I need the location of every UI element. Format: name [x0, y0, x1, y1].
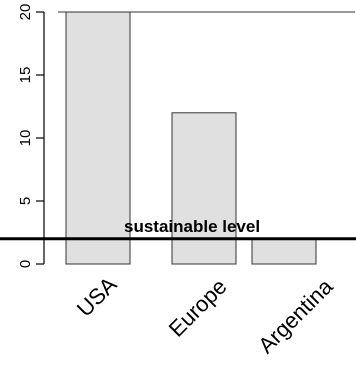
sustainable-level-label: sustainable level	[124, 217, 260, 236]
bar-argentina	[251, 238, 317, 265]
y-tick-label: 5	[17, 197, 34, 205]
bar-usa	[65, 11, 131, 265]
y-tick-label: 15	[17, 67, 34, 84]
bar-europe	[171, 112, 237, 265]
x-category-label: USA	[72, 272, 122, 322]
y-tick-label: 20	[17, 4, 34, 21]
reference-line-group: sustainable level	[0, 217, 356, 241]
y-axis: 0 5 10 15 20	[17, 4, 45, 268]
x-category-label: Europe	[164, 274, 232, 342]
x-axis-labels: USA Europe Argentina	[72, 272, 338, 358]
x-category-label: Argentina	[253, 273, 338, 358]
y-tick-label: 10	[17, 130, 34, 147]
bars	[65, 11, 317, 265]
y-tick-label: 0	[17, 260, 34, 268]
